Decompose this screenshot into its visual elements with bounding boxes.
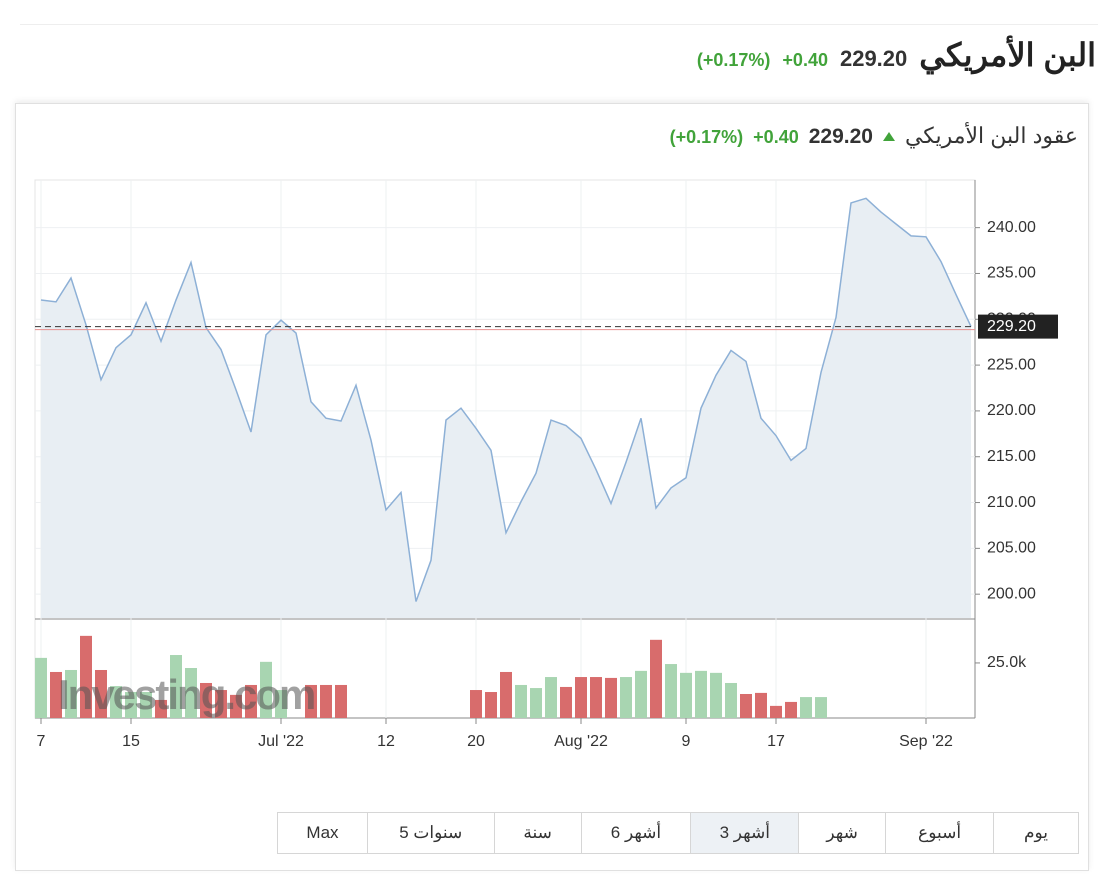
volume-bar	[155, 699, 167, 718]
x-tick-label: Aug '22	[554, 733, 608, 750]
volume-bar	[110, 686, 122, 718]
volume-bar	[320, 684, 332, 718]
x-tick-label: 7	[37, 733, 46, 750]
x-tick-label: Jul '22	[258, 733, 304, 750]
volume-bar	[770, 705, 782, 718]
volume-bar	[65, 669, 77, 718]
x-tick-label: 12	[377, 733, 395, 750]
last-price-box	[978, 314, 1058, 339]
volume-bar	[800, 697, 812, 718]
x-tick-label: 17	[767, 733, 785, 750]
range-button[interactable]: شهر	[798, 813, 885, 853]
volume-bar	[530, 688, 542, 718]
chart-change-pct: (+0.17%)	[669, 127, 744, 147]
up-arrow	[882, 131, 895, 141]
volume-bar	[35, 657, 47, 718]
volume-bar	[590, 677, 602, 718]
volume-bar	[485, 692, 497, 718]
chart-price: 229.20	[808, 125, 873, 148]
chart-title: عقود البن الأمريكي	[904, 123, 1078, 148]
volume-bar	[50, 671, 62, 718]
range-button[interactable]: أسبوع	[885, 813, 993, 853]
area-fill	[41, 198, 971, 618]
volume-bar	[470, 690, 482, 718]
y-tick-label: 215.00	[987, 448, 1036, 465]
y-tick-label: 225.00	[987, 356, 1036, 373]
volume-bar	[80, 635, 92, 718]
price: 229.20	[839, 46, 908, 71]
range-button[interactable]: سنة	[493, 813, 581, 853]
volume-bar	[785, 701, 797, 718]
x-tick-label: 20	[467, 733, 485, 750]
watermark: Investing.com	[58, 671, 314, 718]
volume-bar	[305, 684, 317, 718]
title: البن الأمريكي	[919, 37, 1096, 73]
x-tick-label: 15	[122, 733, 140, 750]
volume-bar	[695, 670, 707, 718]
volume-bar	[560, 686, 572, 718]
volume-bar	[635, 670, 647, 718]
range-button[interactable]: 3 أشهر	[690, 813, 799, 853]
volume-bar	[125, 692, 137, 718]
volume-bar	[575, 677, 587, 718]
volume-bar	[605, 677, 617, 718]
y-tick-label: 235.00	[987, 265, 1036, 282]
range-button[interactable]: Max	[306, 823, 339, 842]
volume-bar	[170, 655, 182, 718]
volume-bar	[200, 682, 212, 718]
volume-bar	[740, 693, 752, 718]
chart-change: +0.40	[753, 127, 799, 147]
change-pct: (+0.17%)	[696, 50, 771, 70]
last-price-label: 229.20	[987, 318, 1036, 335]
volume-bar	[650, 639, 662, 718]
volume-bar	[230, 694, 242, 718]
volume-bar	[545, 677, 557, 718]
volume-bar	[620, 677, 632, 718]
chart-header: عقود البن الأمريكي 229.20 +0.40 (+0.17%)	[670, 123, 1078, 149]
volume-bar	[215, 690, 227, 718]
price-line	[40, 197, 972, 602]
range-button[interactable]: 5 سنوات	[366, 813, 494, 853]
volume-bar	[260, 661, 272, 718]
change: +0.40	[782, 50, 828, 70]
volume-bar	[275, 690, 287, 718]
volume-bar	[755, 692, 767, 718]
volume-bar	[185, 668, 197, 718]
volume-bar	[665, 664, 677, 718]
volume-bar	[680, 672, 692, 718]
chart-box	[15, 103, 1089, 871]
volume-bar	[245, 684, 257, 718]
volume-bar	[515, 684, 527, 718]
range-button[interactable]: 6 أشهر	[580, 813, 691, 853]
volume-bar	[725, 682, 737, 718]
volume-bar	[815, 697, 827, 718]
y-tick-label: 220.00	[987, 402, 1036, 419]
divider	[20, 24, 1098, 25]
y-tick-label: 25.0k	[987, 654, 1027, 671]
x-tick-label: 9	[682, 733, 691, 750]
y-tick-label: 205.00	[987, 540, 1036, 557]
x-tick-label: Sep '22	[899, 733, 953, 750]
volume-bar	[335, 684, 347, 718]
volume-bar	[140, 692, 152, 718]
range-buttons: يوم أسبوع شهر 3 أشهر 6 أشهر سنة 5 سنوات Max	[277, 812, 1079, 854]
range-button[interactable]: يوم	[992, 813, 1078, 853]
header: البن الأمريكي 229.20 +0.40 (+0.17%)	[697, 36, 1096, 74]
volume-bar	[500, 671, 512, 718]
volume-bar	[95, 669, 107, 718]
volume-bar	[710, 672, 722, 718]
y-tick-label: 210.00	[987, 494, 1036, 511]
y-tick-label: 240.00	[987, 219, 1036, 236]
y-tick-label: 200.00	[987, 585, 1036, 602]
